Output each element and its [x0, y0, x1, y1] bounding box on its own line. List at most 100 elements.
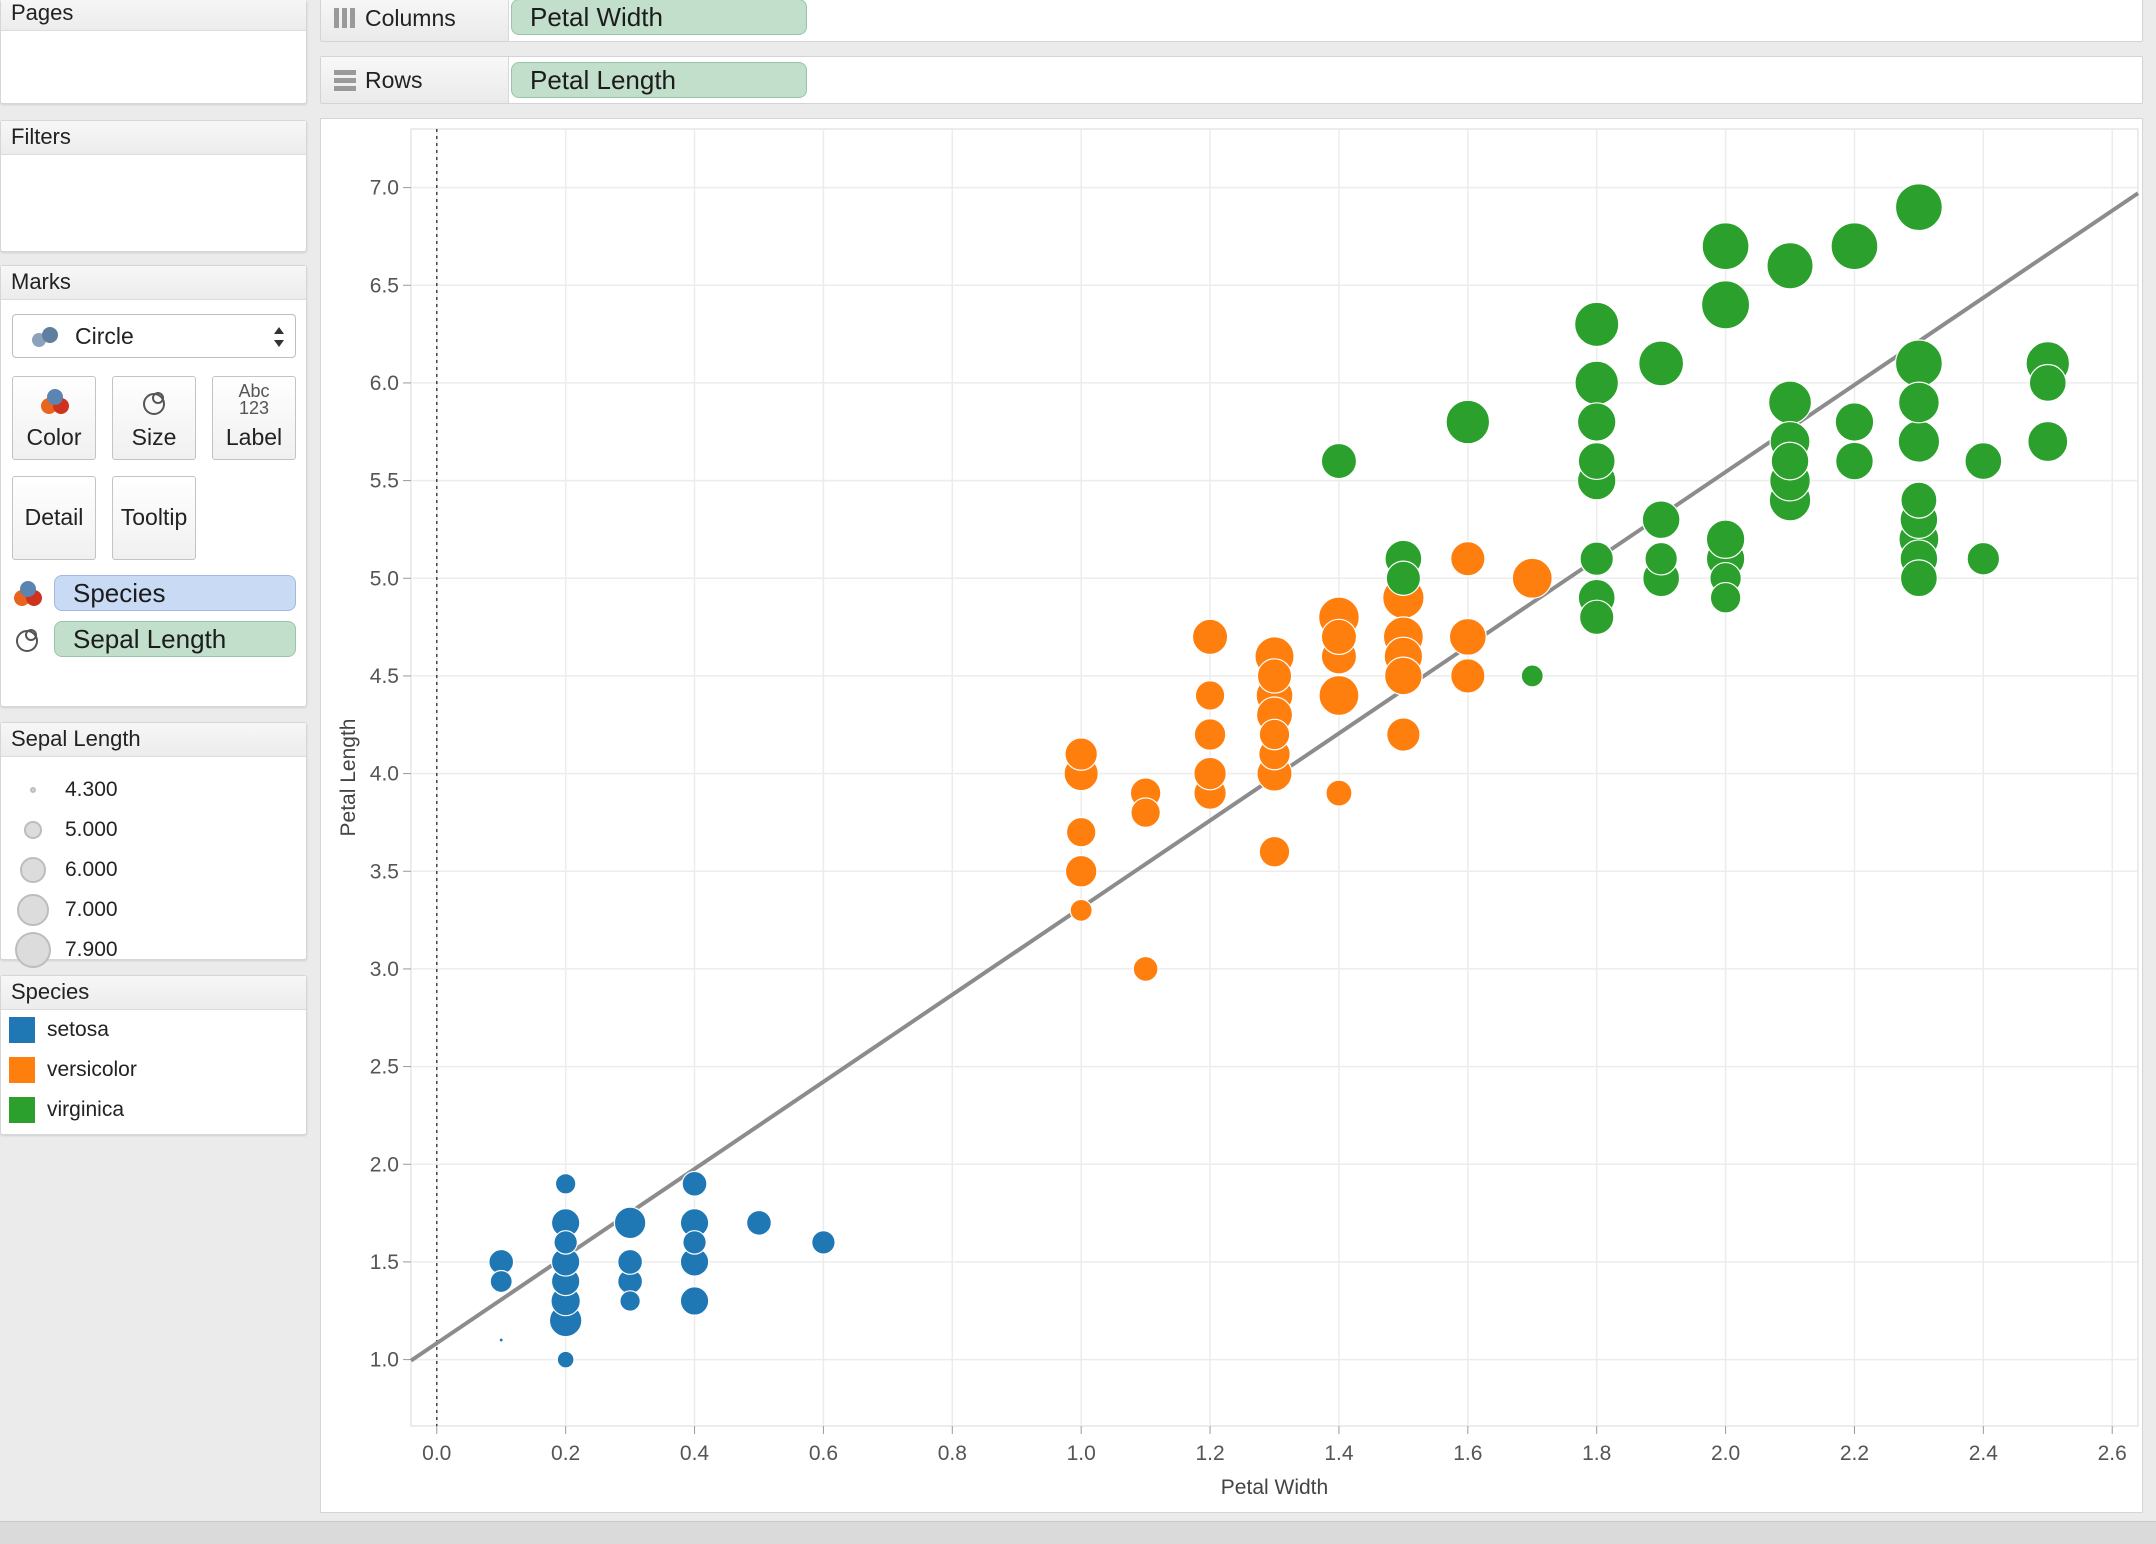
size-legend-item[interactable]: 6.000 [1, 851, 301, 889]
versicolor-point[interactable] [1450, 658, 1486, 694]
virginica-point[interactable] [1705, 519, 1746, 559]
virginica-point[interactable] [1574, 360, 1620, 406]
setosa-point[interactable] [746, 1209, 772, 1236]
virginica-point[interactable] [1700, 280, 1751, 330]
columns-shelf[interactable]: Columns Petal Width [320, 0, 2143, 42]
viz-pane[interactable]: 0.0 0.2 0.4 0.6 0.8 1.0 1.2 1.4 1.6 1.8 2.0 2.2 2.4 2… [320, 118, 2143, 1513]
species-legend-item[interactable]: virginica [1, 1090, 301, 1130]
virginica-point[interactable] [1385, 560, 1422, 596]
scatter-plot[interactable]: 0.0 0.2 0.4 0.6 0.8 1.0 1.2 1.4 1.6 1.8 2.0 2.2 2.4 2… [321, 119, 2144, 1514]
versicolor-point[interactable] [1258, 718, 1291, 751]
size-button[interactable]: Size [112, 376, 196, 460]
size-legend-item[interactable]: 7.000 [1, 891, 301, 929]
virginica-point[interactable] [1830, 222, 1879, 271]
color-button[interactable]: Color [12, 376, 96, 460]
setosa-point[interactable] [613, 1206, 647, 1240]
versicolor-point[interactable] [1320, 618, 1358, 656]
sepal-length-size-pill[interactable]: Sepal Length [54, 621, 296, 657]
size-legend-item[interactable]: 5.000 [1, 811, 301, 849]
versicolor-point[interactable] [1318, 674, 1360, 717]
petal-width-column-pill[interactable]: Petal Width [511, 0, 807, 35]
species-color-pill[interactable]: Species [54, 575, 296, 611]
label-button-label: Label [225, 424, 283, 450]
tooltip-button-label: Tooltip [120, 504, 188, 530]
x-tick-label: 0.6 [809, 1442, 838, 1465]
versicolor-point[interactable] [1193, 718, 1227, 751]
size-legend-item[interactable]: 7.900 [1, 931, 301, 969]
virginica-point[interactable] [1574, 301, 1620, 348]
setosa-point[interactable] [811, 1230, 836, 1255]
versicolor-point[interactable] [1256, 658, 1293, 694]
virginica-point[interactable] [1900, 481, 1938, 519]
virginica-point[interactable] [1897, 381, 1940, 424]
circle-mark-icon [32, 327, 58, 347]
virginica-point[interactable] [1641, 500, 1681, 540]
virginica-point[interactable] [1577, 442, 1616, 481]
setosa-point[interactable] [681, 1170, 708, 1197]
versicolor-point[interactable] [1325, 779, 1353, 807]
versicolor-point[interactable] [1069, 898, 1093, 922]
virginica-point[interactable] [1964, 442, 2003, 481]
virginica-point[interactable] [1894, 183, 1943, 232]
versicolor-point[interactable] [1511, 557, 1553, 599]
virginica-point[interactable] [1834, 402, 1875, 442]
species-legend-item[interactable]: setosa [1, 1010, 301, 1050]
versicolor-point[interactable] [1194, 680, 1226, 711]
x-tick-label: 1.6 [1453, 1442, 1482, 1465]
virginica-point[interactable] [1638, 340, 1685, 387]
virginica-point[interactable] [1709, 581, 1742, 614]
virginica-point[interactable] [1835, 441, 1874, 481]
versicolor-point[interactable] [1450, 541, 1486, 577]
setosa-point[interactable] [619, 1290, 641, 1312]
setosa-point[interactable] [553, 1230, 578, 1255]
detail-button[interactable]: Detail [12, 476, 96, 560]
setosa-point[interactable] [554, 1172, 577, 1195]
pages-card[interactable]: Pages [0, 0, 307, 104]
label-button[interactable]: Abc 123 Label [212, 376, 296, 460]
setosa-point[interactable] [682, 1230, 707, 1255]
mark-type-select[interactable]: Circle [12, 314, 296, 358]
species-legend-item[interactable]: versicolor [1, 1050, 301, 1090]
versicolor-point[interactable] [1448, 617, 1487, 656]
virginica-point[interactable] [1701, 222, 1750, 271]
filters-card[interactable]: Filters [0, 120, 307, 252]
virginica-point[interactable] [2028, 363, 2067, 402]
tooltip-button[interactable]: Tooltip [112, 476, 196, 560]
setosa-point[interactable] [617, 1248, 644, 1275]
virginica-point[interactable] [1770, 441, 1810, 481]
versicolor-point[interactable] [1193, 756, 1227, 791]
setosa-point[interactable] [556, 1350, 575, 1369]
virginica-point[interactable] [1766, 242, 1814, 290]
virginica-point[interactable] [1966, 541, 2001, 576]
virginica-point[interactable] [1899, 559, 1938, 598]
versicolor-point[interactable] [1132, 955, 1159, 982]
columns-label-text: Columns [365, 5, 456, 31]
rows-shelf[interactable]: Rows Petal Length [320, 56, 2143, 104]
virginica-point[interactable] [1579, 541, 1614, 576]
versicolor-point[interactable] [1258, 835, 1291, 868]
versicolor-point[interactable] [1383, 656, 1423, 696]
virginica-point[interactable] [1768, 380, 1813, 425]
virginica-point[interactable] [1894, 339, 1943, 388]
petal-length-pill-label: Petal Length [530, 65, 677, 95]
setosa-point[interactable] [498, 1337, 504, 1343]
versicolor-point[interactable] [1130, 797, 1161, 828]
virginica-point[interactable] [1320, 442, 1358, 480]
virginica-point[interactable] [1578, 599, 1615, 636]
versicolor-point[interactable] [1386, 717, 1421, 752]
virginica-point[interactable] [1576, 402, 1617, 442]
size-legend-item[interactable]: 4.300 [1, 771, 301, 809]
petal-length-row-pill[interactable]: Petal Length [511, 62, 807, 98]
versicolor-point[interactable] [1064, 854, 1098, 888]
versicolor-point[interactable] [1064, 737, 1098, 771]
versicolor-point[interactable] [1191, 618, 1229, 656]
setosa-point[interactable] [679, 1286, 710, 1316]
virginica-point[interactable] [2027, 420, 2069, 463]
virginica-point[interactable] [1520, 664, 1544, 688]
y-axis-title: Petal Length [337, 719, 360, 837]
virginica-point[interactable] [1644, 541, 1678, 576]
virginica-point[interactable] [1445, 399, 1491, 445]
versicolor-point[interactable] [1065, 816, 1097, 848]
virginica-point[interactable] [1897, 420, 1941, 463]
setosa-point[interactable] [489, 1269, 513, 1294]
